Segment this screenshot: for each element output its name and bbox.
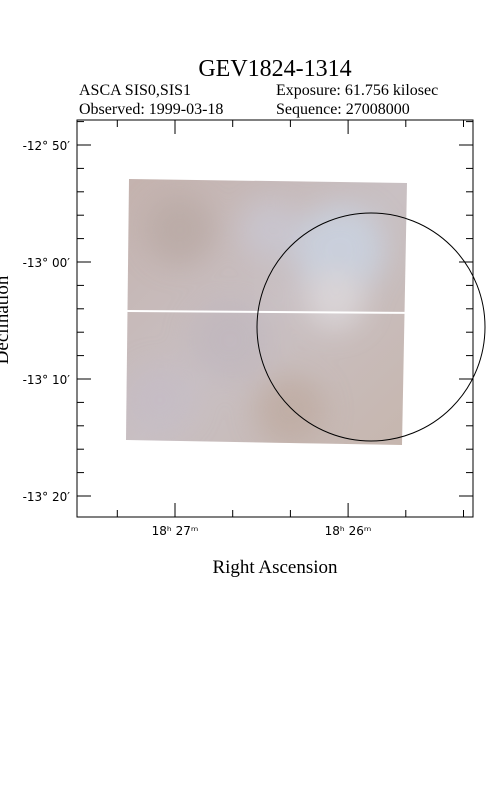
y-tick-label: -12° 50′ — [23, 139, 71, 153]
y-tick-label: -13° 10′ — [23, 373, 71, 387]
y-axis-label: Declination — [0, 275, 13, 364]
exposure: Exposure: 61.756 kilosec — [276, 82, 438, 99]
observed: Observed: 1999-03-18 — [79, 101, 223, 118]
instrument: ASCA SIS0,SIS1 — [79, 82, 191, 99]
x-tick-label: 18ʰ 26ᵐ — [325, 524, 372, 538]
y-tick-label: -13° 00′ — [23, 256, 71, 270]
sequence: Sequence: 27008000 — [276, 101, 410, 118]
plot-frame — [76, 119, 474, 518]
source-region — [256, 212, 486, 442]
ticks — [77, 120, 473, 517]
x-tick-label: 18ʰ 27ᵐ — [152, 524, 199, 538]
title: GEV1824-1314 — [198, 56, 351, 82]
xray-image — [126, 179, 407, 445]
y-tick-label: -13° 20′ — [23, 490, 71, 504]
x-axis-label: Right Ascension — [212, 557, 338, 578]
